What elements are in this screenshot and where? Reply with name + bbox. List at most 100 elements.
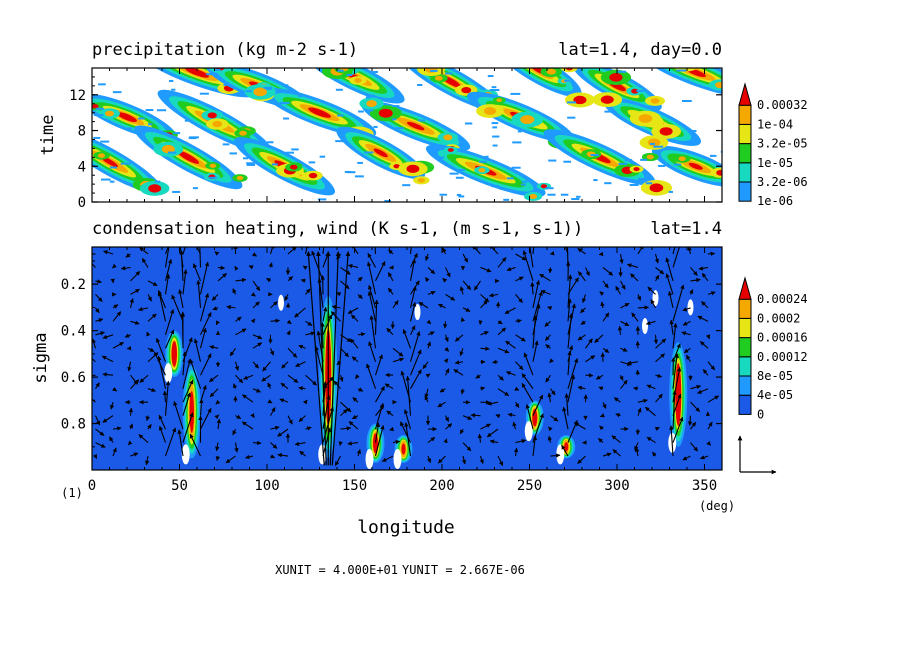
rain-speck <box>229 152 237 155</box>
wind-vector <box>211 294 219 301</box>
rain-speck <box>184 119 192 122</box>
wind-vector <box>314 345 324 376</box>
wind-vector <box>550 453 561 458</box>
wind-vector <box>443 438 448 444</box>
rain-speck <box>192 187 198 190</box>
wind-vector <box>574 422 586 430</box>
wind-vector <box>532 340 539 362</box>
wind-vector <box>445 423 453 430</box>
wind-vector <box>515 276 524 282</box>
wind-vector <box>182 247 186 255</box>
wind-vector <box>701 301 709 309</box>
wind-vector <box>215 399 221 405</box>
wind-vector <box>298 415 306 423</box>
wind-vector <box>480 300 488 309</box>
rain-contour <box>308 107 331 118</box>
rain-speck <box>492 126 498 129</box>
wind-vector <box>200 353 212 376</box>
wind-vector <box>425 253 430 261</box>
wind-vector <box>707 361 716 371</box>
wind-vector <box>270 318 280 324</box>
wind-vector <box>690 267 698 276</box>
wind-vector <box>567 313 574 349</box>
wind-vector <box>305 374 317 386</box>
wind-vector <box>427 436 436 444</box>
wind-vector <box>92 262 96 268</box>
wind-vector <box>690 384 702 390</box>
wind-vector <box>513 447 519 457</box>
wind-vector <box>139 374 149 383</box>
wind-vector <box>322 314 333 336</box>
heating-contour <box>189 391 194 433</box>
wind-vector <box>547 392 552 403</box>
rain-speck <box>384 199 392 202</box>
wind-vector <box>294 441 306 446</box>
wind-vector <box>690 277 701 283</box>
wind-vector <box>598 438 604 443</box>
wind-vector <box>147 280 158 287</box>
wind-vector <box>602 280 609 289</box>
wind-vector <box>635 369 641 376</box>
wind-vector <box>655 353 665 363</box>
rain-cell-core <box>447 148 454 152</box>
bottom-ytick-label: 0.6 <box>61 370 86 386</box>
wind-vector <box>267 382 272 389</box>
top-ytick-label: 4 <box>78 159 86 175</box>
wind-vector <box>689 289 694 295</box>
wind-vector <box>497 455 504 467</box>
top-ytick-label: 0 <box>78 195 86 211</box>
colorbar-segment <box>738 356 752 377</box>
wind-vector <box>199 327 207 349</box>
heating-plume <box>524 400 544 442</box>
rain-speck <box>391 118 397 121</box>
wind-vector <box>506 266 516 272</box>
wind-vector <box>162 390 168 403</box>
heating-zero-patch <box>687 299 694 316</box>
wind-vector <box>182 358 192 389</box>
top-ylabel: time <box>38 115 58 156</box>
wind-vector <box>532 315 538 349</box>
bottom-title: condensation heating, wind (K s-1, (m s-… <box>92 219 583 239</box>
wind-vector <box>505 371 516 376</box>
wind-vector <box>682 307 691 312</box>
wind-vector <box>598 251 604 257</box>
rain-streak <box>134 125 248 190</box>
rain-speck <box>417 84 423 87</box>
wind-vector <box>585 355 596 363</box>
wind-vector <box>147 294 152 302</box>
wind-vector <box>672 247 682 268</box>
wind-vector <box>707 395 720 403</box>
wind-vector <box>577 334 586 341</box>
rain-speck <box>676 69 687 72</box>
wind-vector <box>599 425 604 431</box>
rain-speck <box>491 185 500 188</box>
wind-vector <box>102 415 114 423</box>
wind-vector <box>615 285 621 295</box>
wind-vector <box>234 361 240 371</box>
rain-speck <box>500 187 506 190</box>
wind-vector <box>473 280 481 291</box>
wind-vector <box>505 340 516 349</box>
wind-vector <box>232 428 237 436</box>
wind-vector <box>164 309 175 335</box>
wind-vector <box>252 301 260 309</box>
wind-vector <box>340 266 351 275</box>
rain-cell-core <box>406 164 420 173</box>
rain-speck <box>520 183 526 186</box>
wind-vector <box>375 261 386 282</box>
wind-vector <box>384 383 394 390</box>
rain-speck <box>101 178 111 181</box>
wind-vector <box>655 373 663 378</box>
rain-streak <box>425 144 552 201</box>
wind-vector <box>685 354 691 363</box>
wind-vector <box>646 436 656 444</box>
wind-vector <box>480 423 491 430</box>
wind-vector <box>334 455 341 466</box>
wind-vector <box>252 252 257 257</box>
wind-vector <box>128 423 134 430</box>
rain-speck <box>484 155 489 158</box>
rain-contour <box>373 148 388 158</box>
rain-speck <box>445 72 453 75</box>
bottom-x-unit: (deg) <box>699 499 735 513</box>
rain-speck <box>455 176 464 179</box>
